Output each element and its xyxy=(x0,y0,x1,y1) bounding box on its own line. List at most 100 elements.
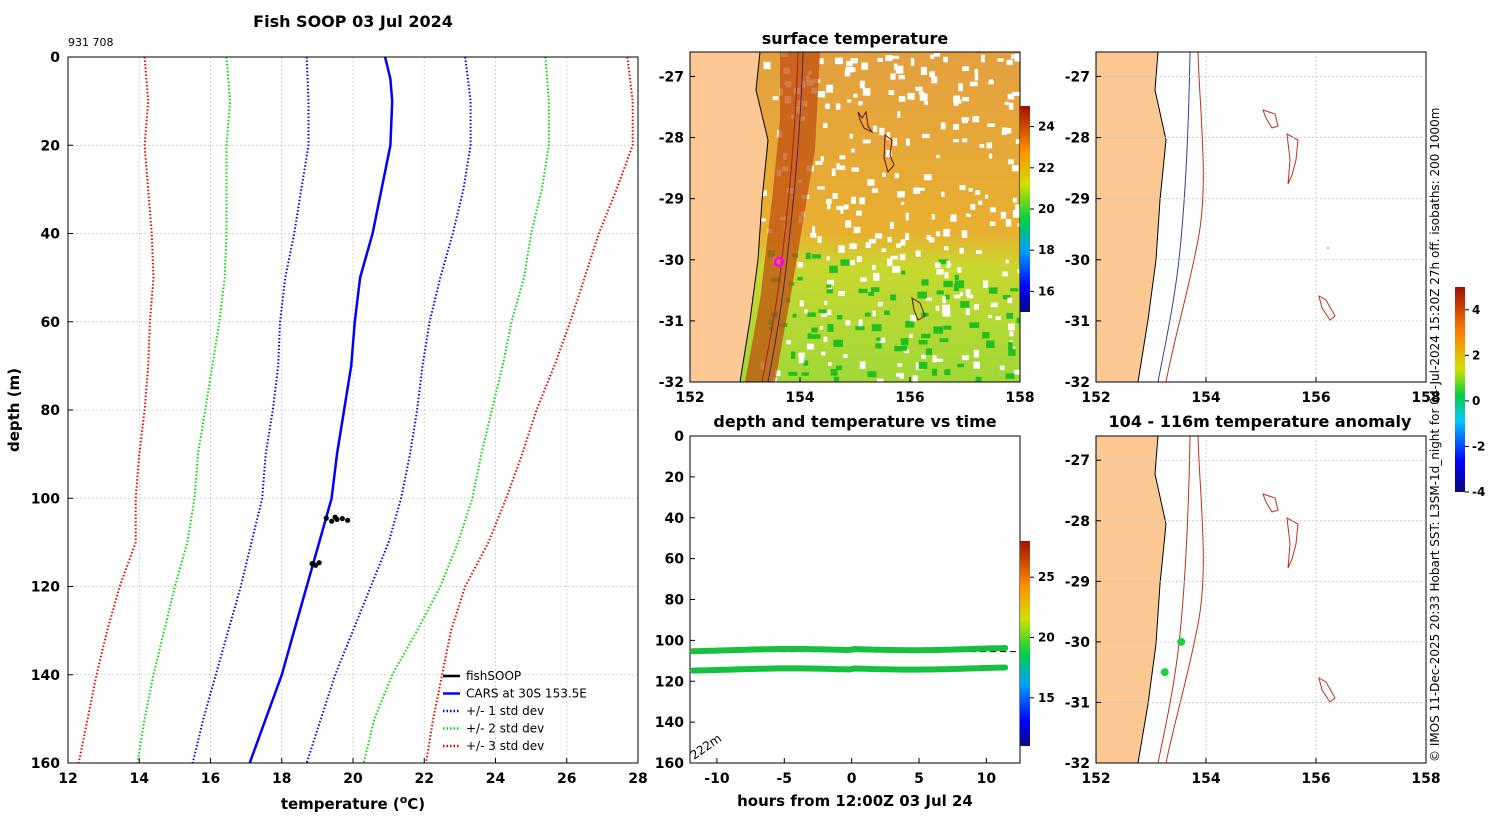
profile-axes-frame xyxy=(67,56,639,764)
sst-green-cell xyxy=(944,369,951,376)
sst-green-cell xyxy=(818,309,827,313)
sst-green-cell xyxy=(969,322,980,328)
sst-speckle-cell xyxy=(942,296,946,304)
sst-speckle-cell xyxy=(961,355,969,361)
sst-speckle-cell xyxy=(853,93,858,98)
sst-speckle-cell xyxy=(831,168,836,177)
sst-speckle-cell xyxy=(858,319,863,327)
sst-speckle-cell xyxy=(835,57,843,65)
sst-speckle-cell xyxy=(959,185,966,191)
isobath-1000 xyxy=(1165,51,1204,383)
sst-speckle-cell xyxy=(1017,223,1020,227)
sst-speckle-cell xyxy=(961,119,968,124)
sst-speckle-cell xyxy=(838,291,845,296)
sst-speckle-cell xyxy=(988,315,992,319)
sst-speckle-cell xyxy=(810,233,817,238)
colorbar-tick-label: 22 xyxy=(1038,161,1055,175)
sst-green-cell xyxy=(933,326,944,334)
sst-speckle-cell xyxy=(890,73,896,80)
sst-green-cell xyxy=(803,360,809,366)
sst-speckle-cell xyxy=(957,267,962,273)
profile-y-tick-label: 100 xyxy=(31,491,60,507)
map-y-tick-label: -28 xyxy=(1065,131,1090,147)
sst-speckle-cell xyxy=(819,326,823,330)
map-y-tick-label: -30 xyxy=(1065,635,1091,651)
sst-speckle-cell xyxy=(997,58,1004,62)
time-series-xlabel: hours from 12:00Z 03 Jul 24 xyxy=(737,792,973,810)
sst-green-cell xyxy=(790,351,796,359)
sst-isobath-1000 xyxy=(767,52,804,382)
sst-speckle-cell xyxy=(819,58,824,65)
sst-speckle-cell xyxy=(839,165,846,170)
sst-speckle-cell xyxy=(960,292,964,297)
sst-green-cell xyxy=(905,320,915,328)
sst-green-cell xyxy=(921,333,931,339)
ts-y-tick-label: 60 xyxy=(665,552,685,568)
sst-speckle-cell xyxy=(853,226,861,234)
profile-xlabel: temperature (oC) xyxy=(281,793,425,813)
sst-speckle-cell xyxy=(847,67,856,72)
sst-speckle-cell xyxy=(953,102,959,106)
sst-green-cell xyxy=(871,287,880,292)
sst-speckle-cell xyxy=(962,138,968,143)
sst-green-cell xyxy=(835,365,842,371)
colorbar-tick-label: 2 xyxy=(1472,348,1480,362)
sst-speckle-cell xyxy=(950,214,957,222)
credit-text: © IMOS 11-Dec-2025 20:33 Hobart SST: L3S… xyxy=(1428,108,1442,763)
map-y-tick-label: -30 xyxy=(1065,253,1091,269)
time-series-annotation: 222m xyxy=(688,731,724,762)
sst-green-cell xyxy=(827,324,834,332)
sst-green-cell xyxy=(900,338,909,346)
sst-speckle-cell xyxy=(935,231,941,237)
sst-speckle-cell xyxy=(944,271,949,279)
sst-speckle-cell xyxy=(932,355,937,363)
fishsoop-point xyxy=(332,514,338,520)
sst-speckle-cell xyxy=(940,122,946,130)
fishsoop-point xyxy=(329,518,335,524)
sst-green-cell xyxy=(1008,348,1016,356)
profile-line--2-std-dev xyxy=(136,56,232,764)
sst-speckle-cell xyxy=(1015,204,1020,213)
sst-green-cell xyxy=(957,363,964,368)
sst-green-cell xyxy=(801,372,809,376)
profile-x-tick-label: 28 xyxy=(628,771,647,787)
sst-green-cell xyxy=(954,280,965,289)
sst-speckle-cell xyxy=(849,243,857,250)
colorbar-tick-label: 24 xyxy=(1038,120,1055,134)
sst-speckle-cell xyxy=(989,207,996,213)
map-y-tick-label: -31 xyxy=(1065,314,1090,330)
sst-speckle-cell xyxy=(817,91,826,98)
isobath-map-ticks: 152 154 156 158 -27 -28 -29 -30 -31 -32 xyxy=(1065,52,1441,406)
sst-green-cell xyxy=(1008,342,1013,350)
sst-speckle-cell xyxy=(987,123,996,127)
profile-line--3-std-dev xyxy=(425,56,634,764)
sst-speckle-cell xyxy=(875,233,883,239)
sst-speckle-cell xyxy=(1014,53,1020,62)
sst-speckle-cell xyxy=(1012,165,1019,172)
sst-speckle-cell xyxy=(1004,101,1009,105)
anomaly-map xyxy=(1096,435,1336,764)
map-y-tick-label: -30 xyxy=(659,253,685,269)
colorbar-tick-label: 16 xyxy=(1038,284,1055,298)
sst-land xyxy=(690,52,768,382)
sst-speckle-cell xyxy=(859,197,865,205)
profile-ylabel: depth (m) xyxy=(5,368,23,452)
anomaly-points xyxy=(1160,637,1186,677)
sst-green-cell xyxy=(830,369,838,376)
sst-green-cell xyxy=(833,339,844,348)
sst-speckle-cell xyxy=(1009,331,1014,337)
sst-speckle-cell xyxy=(872,265,876,270)
ts-y-tick-label: 120 xyxy=(655,674,684,690)
profile-y-tick-label: 160 xyxy=(31,756,60,772)
sst-speckle-cell xyxy=(1013,369,1020,375)
sst-speckle-cell xyxy=(953,124,960,130)
colorbar-tick-label: -2 xyxy=(1472,439,1485,453)
sst-speckle-cell xyxy=(1007,93,1015,100)
sst-speckle-cell xyxy=(872,310,876,317)
sst-speckle-cell xyxy=(1011,54,1017,59)
sst-green-cell xyxy=(833,376,840,382)
sst-speckle-cell xyxy=(851,196,856,204)
sst-speckle-cell xyxy=(905,138,910,146)
